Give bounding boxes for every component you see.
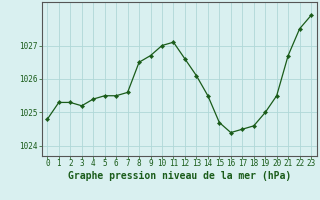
- X-axis label: Graphe pression niveau de la mer (hPa): Graphe pression niveau de la mer (hPa): [68, 171, 291, 181]
